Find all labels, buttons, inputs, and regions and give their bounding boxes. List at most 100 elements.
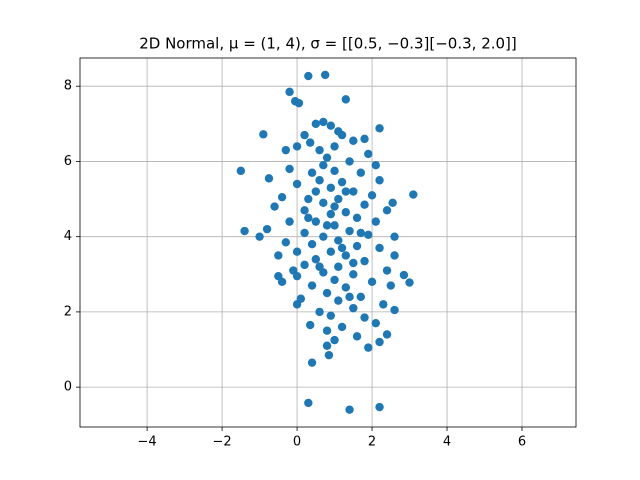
- point: [337, 322, 347, 332]
- point: [292, 271, 302, 281]
- point: [292, 179, 302, 189]
- x-tick-label: 6: [518, 435, 526, 450]
- point: [281, 145, 291, 155]
- point: [364, 343, 373, 352]
- point: [319, 232, 328, 241]
- point: [322, 341, 332, 350]
- point: [292, 300, 302, 309]
- point: [356, 168, 366, 177]
- point: [349, 187, 358, 196]
- point: [386, 281, 395, 290]
- point: [375, 402, 384, 412]
- point: [367, 191, 377, 200]
- point: [300, 130, 309, 140]
- point: [307, 358, 317, 367]
- point: [330, 275, 339, 285]
- point: [300, 206, 309, 215]
- point: [326, 121, 336, 130]
- point: [326, 209, 336, 219]
- point: [304, 398, 313, 408]
- point: [341, 208, 351, 217]
- point: [270, 202, 279, 211]
- point: [379, 300, 388, 309]
- point: [322, 153, 332, 162]
- x-tick-label: 4: [443, 435, 451, 450]
- chart-title: 2D Normal, μ = (1, 4), σ = [[0.5, −0.3][…: [139, 35, 517, 53]
- point: [360, 200, 369, 209]
- point: [360, 134, 369, 144]
- y-tick-label: 8: [64, 79, 72, 94]
- point: [315, 176, 324, 185]
- point: [326, 247, 336, 256]
- point: [322, 326, 332, 335]
- point: [322, 221, 332, 230]
- point: [364, 149, 373, 159]
- point: [326, 311, 336, 320]
- point: [341, 251, 351, 260]
- point: [274, 271, 283, 281]
- point: [326, 183, 336, 192]
- point: [345, 226, 354, 236]
- point: [371, 161, 381, 170]
- point: [330, 202, 339, 211]
- point: [277, 192, 287, 202]
- point: [315, 307, 324, 317]
- point: [364, 230, 373, 239]
- point: [300, 228, 309, 238]
- point: [311, 255, 321, 264]
- point: [409, 190, 418, 199]
- point: [259, 130, 268, 139]
- x-tick-label: 0: [293, 435, 301, 450]
- point: [334, 236, 343, 245]
- point: [349, 258, 358, 268]
- point: [305, 138, 315, 147]
- point: [388, 198, 397, 208]
- point: [341, 95, 351, 104]
- point: [322, 288, 332, 298]
- point: [292, 142, 302, 151]
- point: [330, 142, 339, 151]
- point: [375, 124, 384, 133]
- point: [360, 313, 369, 322]
- point: [345, 405, 354, 414]
- point: [281, 238, 291, 247]
- plot-frame: [79, 57, 577, 428]
- point: [311, 217, 321, 226]
- point: [367, 277, 377, 287]
- point: [360, 256, 369, 266]
- point: [382, 266, 392, 275]
- point: [236, 166, 246, 176]
- point: [390, 251, 399, 260]
- point: [375, 176, 384, 185]
- point: [349, 270, 358, 279]
- point: [255, 232, 264, 241]
- point: [334, 262, 343, 271]
- point: [274, 251, 283, 260]
- point: [285, 164, 294, 174]
- point: [345, 292, 354, 302]
- point: [262, 224, 272, 234]
- point: [315, 262, 324, 271]
- x-tick-label: −2: [213, 435, 232, 450]
- point: [304, 194, 313, 204]
- x-tick-label: 2: [368, 435, 376, 450]
- point: [341, 283, 351, 292]
- point: [320, 70, 330, 80]
- point: [319, 198, 328, 208]
- point: [345, 157, 354, 166]
- y-tick-label: 0: [64, 380, 72, 395]
- point: [349, 136, 358, 145]
- point: [405, 278, 414, 287]
- point: [324, 350, 334, 360]
- point: [371, 318, 381, 328]
- point: [307, 168, 317, 177]
- point: [334, 296, 343, 305]
- point: [337, 177, 347, 187]
- point: [315, 145, 324, 155]
- point: [300, 260, 309, 270]
- y-tick-label: 4: [64, 229, 72, 244]
- point: [337, 130, 347, 140]
- y-tick-label: 6: [64, 154, 72, 169]
